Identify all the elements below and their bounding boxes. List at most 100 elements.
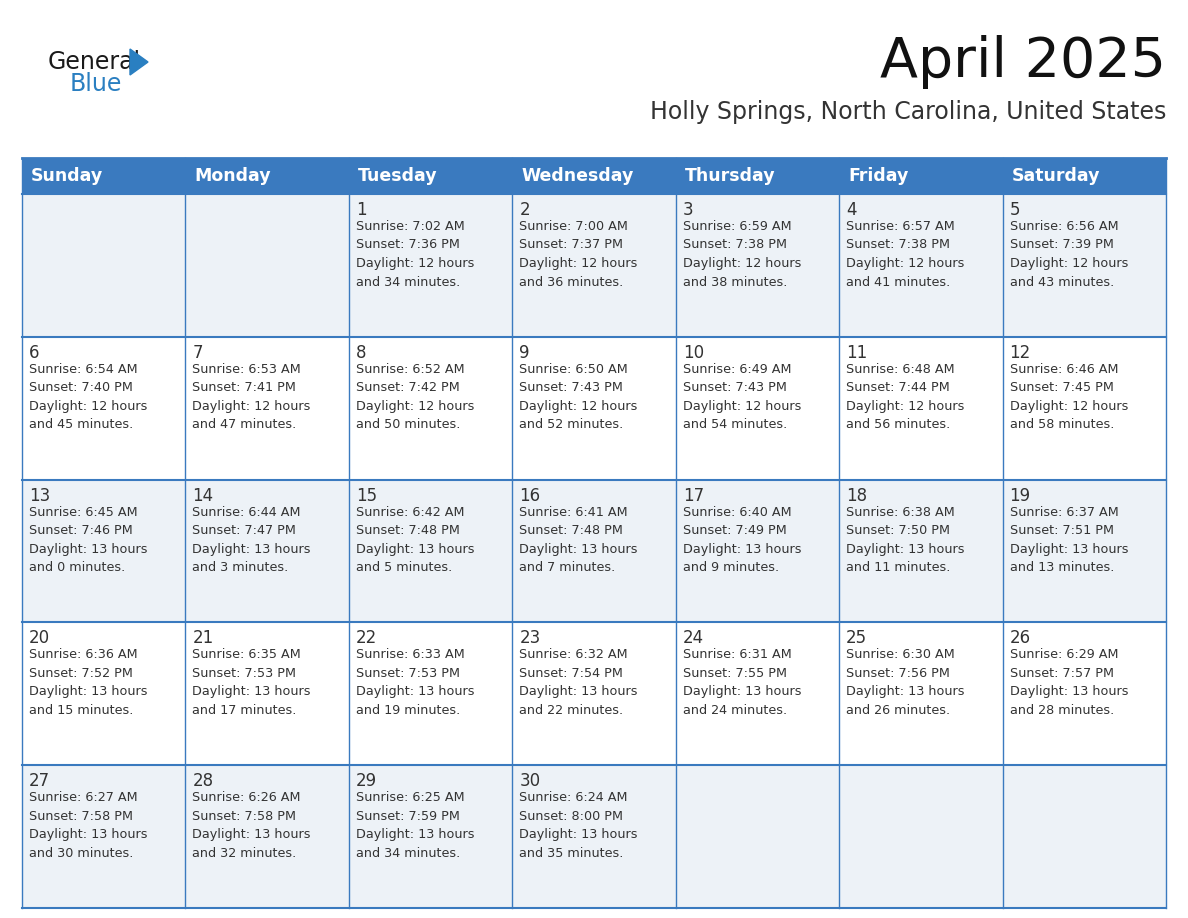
Text: 29: 29 bbox=[356, 772, 377, 790]
Bar bbox=[349, 479, 512, 622]
Text: 8: 8 bbox=[356, 344, 366, 362]
Bar bbox=[676, 158, 839, 194]
Text: Thursday: Thursday bbox=[684, 167, 776, 185]
Bar bbox=[23, 337, 185, 479]
Bar bbox=[1003, 158, 1165, 194]
Text: Sunrise: 6:54 AM
Sunset: 7:40 PM
Daylight: 12 hours
and 45 minutes.: Sunrise: 6:54 AM Sunset: 7:40 PM Dayligh… bbox=[29, 363, 147, 431]
Text: Sunrise: 7:02 AM
Sunset: 7:36 PM
Daylight: 12 hours
and 34 minutes.: Sunrise: 7:02 AM Sunset: 7:36 PM Dayligh… bbox=[356, 220, 474, 288]
Bar bbox=[1003, 766, 1165, 908]
Text: 12: 12 bbox=[1010, 344, 1031, 362]
Text: Sunrise: 6:24 AM
Sunset: 8:00 PM
Daylight: 13 hours
and 35 minutes.: Sunrise: 6:24 AM Sunset: 8:00 PM Dayligh… bbox=[519, 791, 638, 859]
Text: 27: 27 bbox=[29, 772, 50, 790]
Text: 30: 30 bbox=[519, 772, 541, 790]
Text: Sunday: Sunday bbox=[31, 167, 103, 185]
Text: 4: 4 bbox=[846, 201, 857, 219]
Bar bbox=[676, 337, 839, 479]
Text: Sunrise: 6:31 AM
Sunset: 7:55 PM
Daylight: 13 hours
and 24 minutes.: Sunrise: 6:31 AM Sunset: 7:55 PM Dayligh… bbox=[683, 648, 801, 717]
Bar bbox=[512, 766, 676, 908]
Text: 22: 22 bbox=[356, 630, 377, 647]
Text: Sunrise: 6:56 AM
Sunset: 7:39 PM
Daylight: 12 hours
and 43 minutes.: Sunrise: 6:56 AM Sunset: 7:39 PM Dayligh… bbox=[1010, 220, 1127, 288]
Text: Sunrise: 6:50 AM
Sunset: 7:43 PM
Daylight: 12 hours
and 52 minutes.: Sunrise: 6:50 AM Sunset: 7:43 PM Dayligh… bbox=[519, 363, 638, 431]
Polygon shape bbox=[129, 49, 148, 75]
Bar bbox=[839, 622, 1003, 766]
Bar bbox=[676, 766, 839, 908]
Text: Sunrise: 6:33 AM
Sunset: 7:53 PM
Daylight: 13 hours
and 19 minutes.: Sunrise: 6:33 AM Sunset: 7:53 PM Dayligh… bbox=[356, 648, 474, 717]
Bar bbox=[839, 158, 1003, 194]
Text: Sunrise: 6:48 AM
Sunset: 7:44 PM
Daylight: 12 hours
and 56 minutes.: Sunrise: 6:48 AM Sunset: 7:44 PM Dayligh… bbox=[846, 363, 965, 431]
Text: 23: 23 bbox=[519, 630, 541, 647]
Text: General: General bbox=[48, 50, 141, 74]
Bar bbox=[839, 194, 1003, 337]
Text: 6: 6 bbox=[29, 344, 39, 362]
Text: Sunrise: 6:37 AM
Sunset: 7:51 PM
Daylight: 13 hours
and 13 minutes.: Sunrise: 6:37 AM Sunset: 7:51 PM Dayligh… bbox=[1010, 506, 1129, 574]
Text: Sunrise: 6:53 AM
Sunset: 7:41 PM
Daylight: 12 hours
and 47 minutes.: Sunrise: 6:53 AM Sunset: 7:41 PM Dayligh… bbox=[192, 363, 311, 431]
Text: 25: 25 bbox=[846, 630, 867, 647]
Text: Sunrise: 6:26 AM
Sunset: 7:58 PM
Daylight: 13 hours
and 32 minutes.: Sunrise: 6:26 AM Sunset: 7:58 PM Dayligh… bbox=[192, 791, 311, 859]
Bar bbox=[512, 337, 676, 479]
Bar bbox=[839, 766, 1003, 908]
Text: Sunrise: 6:36 AM
Sunset: 7:52 PM
Daylight: 13 hours
and 15 minutes.: Sunrise: 6:36 AM Sunset: 7:52 PM Dayligh… bbox=[29, 648, 147, 717]
Text: Sunrise: 6:29 AM
Sunset: 7:57 PM
Daylight: 13 hours
and 28 minutes.: Sunrise: 6:29 AM Sunset: 7:57 PM Dayligh… bbox=[1010, 648, 1129, 717]
Text: 2: 2 bbox=[519, 201, 530, 219]
Text: 7: 7 bbox=[192, 344, 203, 362]
Text: 19: 19 bbox=[1010, 487, 1031, 505]
Text: Blue: Blue bbox=[70, 72, 122, 96]
Text: 21: 21 bbox=[192, 630, 214, 647]
Text: 26: 26 bbox=[1010, 630, 1031, 647]
Text: Friday: Friday bbox=[848, 167, 909, 185]
Text: Monday: Monday bbox=[195, 167, 271, 185]
Bar bbox=[23, 622, 185, 766]
Bar bbox=[349, 622, 512, 766]
Text: 18: 18 bbox=[846, 487, 867, 505]
Text: Sunrise: 6:49 AM
Sunset: 7:43 PM
Daylight: 12 hours
and 54 minutes.: Sunrise: 6:49 AM Sunset: 7:43 PM Dayligh… bbox=[683, 363, 801, 431]
Bar bbox=[23, 766, 185, 908]
Bar bbox=[185, 337, 349, 479]
Bar bbox=[676, 622, 839, 766]
Text: 5: 5 bbox=[1010, 201, 1020, 219]
Text: Sunrise: 6:45 AM
Sunset: 7:46 PM
Daylight: 13 hours
and 0 minutes.: Sunrise: 6:45 AM Sunset: 7:46 PM Dayligh… bbox=[29, 506, 147, 574]
Bar bbox=[512, 622, 676, 766]
Text: Saturday: Saturday bbox=[1011, 167, 1100, 185]
Bar bbox=[1003, 337, 1165, 479]
Text: Sunrise: 6:52 AM
Sunset: 7:42 PM
Daylight: 12 hours
and 50 minutes.: Sunrise: 6:52 AM Sunset: 7:42 PM Dayligh… bbox=[356, 363, 474, 431]
Bar bbox=[349, 194, 512, 337]
Text: 1: 1 bbox=[356, 201, 366, 219]
Text: 10: 10 bbox=[683, 344, 703, 362]
Text: Holly Springs, North Carolina, United States: Holly Springs, North Carolina, United St… bbox=[650, 100, 1165, 124]
Bar bbox=[23, 194, 185, 337]
Bar bbox=[676, 479, 839, 622]
Text: 20: 20 bbox=[29, 630, 50, 647]
Bar bbox=[839, 479, 1003, 622]
Bar bbox=[185, 158, 349, 194]
Text: Sunrise: 6:38 AM
Sunset: 7:50 PM
Daylight: 13 hours
and 11 minutes.: Sunrise: 6:38 AM Sunset: 7:50 PM Dayligh… bbox=[846, 506, 965, 574]
Bar bbox=[185, 622, 349, 766]
Text: 15: 15 bbox=[356, 487, 377, 505]
Text: Sunrise: 6:32 AM
Sunset: 7:54 PM
Daylight: 13 hours
and 22 minutes.: Sunrise: 6:32 AM Sunset: 7:54 PM Dayligh… bbox=[519, 648, 638, 717]
Text: Sunrise: 6:35 AM
Sunset: 7:53 PM
Daylight: 13 hours
and 17 minutes.: Sunrise: 6:35 AM Sunset: 7:53 PM Dayligh… bbox=[192, 648, 311, 717]
Bar bbox=[676, 194, 839, 337]
Text: 3: 3 bbox=[683, 201, 694, 219]
Text: Sunrise: 6:41 AM
Sunset: 7:48 PM
Daylight: 13 hours
and 7 minutes.: Sunrise: 6:41 AM Sunset: 7:48 PM Dayligh… bbox=[519, 506, 638, 574]
Text: 9: 9 bbox=[519, 344, 530, 362]
Bar bbox=[1003, 194, 1165, 337]
Text: 17: 17 bbox=[683, 487, 703, 505]
Text: Sunrise: 6:59 AM
Sunset: 7:38 PM
Daylight: 12 hours
and 38 minutes.: Sunrise: 6:59 AM Sunset: 7:38 PM Dayligh… bbox=[683, 220, 801, 288]
Text: Sunrise: 6:27 AM
Sunset: 7:58 PM
Daylight: 13 hours
and 30 minutes.: Sunrise: 6:27 AM Sunset: 7:58 PM Dayligh… bbox=[29, 791, 147, 859]
Text: Sunrise: 6:25 AM
Sunset: 7:59 PM
Daylight: 13 hours
and 34 minutes.: Sunrise: 6:25 AM Sunset: 7:59 PM Dayligh… bbox=[356, 791, 474, 859]
Text: 11: 11 bbox=[846, 344, 867, 362]
Bar bbox=[512, 194, 676, 337]
Text: 13: 13 bbox=[29, 487, 50, 505]
Bar bbox=[185, 194, 349, 337]
Text: 14: 14 bbox=[192, 487, 214, 505]
Text: April 2025: April 2025 bbox=[880, 35, 1165, 89]
Text: Sunrise: 6:46 AM
Sunset: 7:45 PM
Daylight: 12 hours
and 58 minutes.: Sunrise: 6:46 AM Sunset: 7:45 PM Dayligh… bbox=[1010, 363, 1127, 431]
Bar bbox=[512, 479, 676, 622]
Bar bbox=[349, 766, 512, 908]
Text: Sunrise: 6:30 AM
Sunset: 7:56 PM
Daylight: 13 hours
and 26 minutes.: Sunrise: 6:30 AM Sunset: 7:56 PM Dayligh… bbox=[846, 648, 965, 717]
Text: Tuesday: Tuesday bbox=[358, 167, 437, 185]
Bar bbox=[185, 766, 349, 908]
Bar bbox=[185, 479, 349, 622]
Text: 16: 16 bbox=[519, 487, 541, 505]
Bar bbox=[23, 158, 185, 194]
Bar bbox=[1003, 622, 1165, 766]
